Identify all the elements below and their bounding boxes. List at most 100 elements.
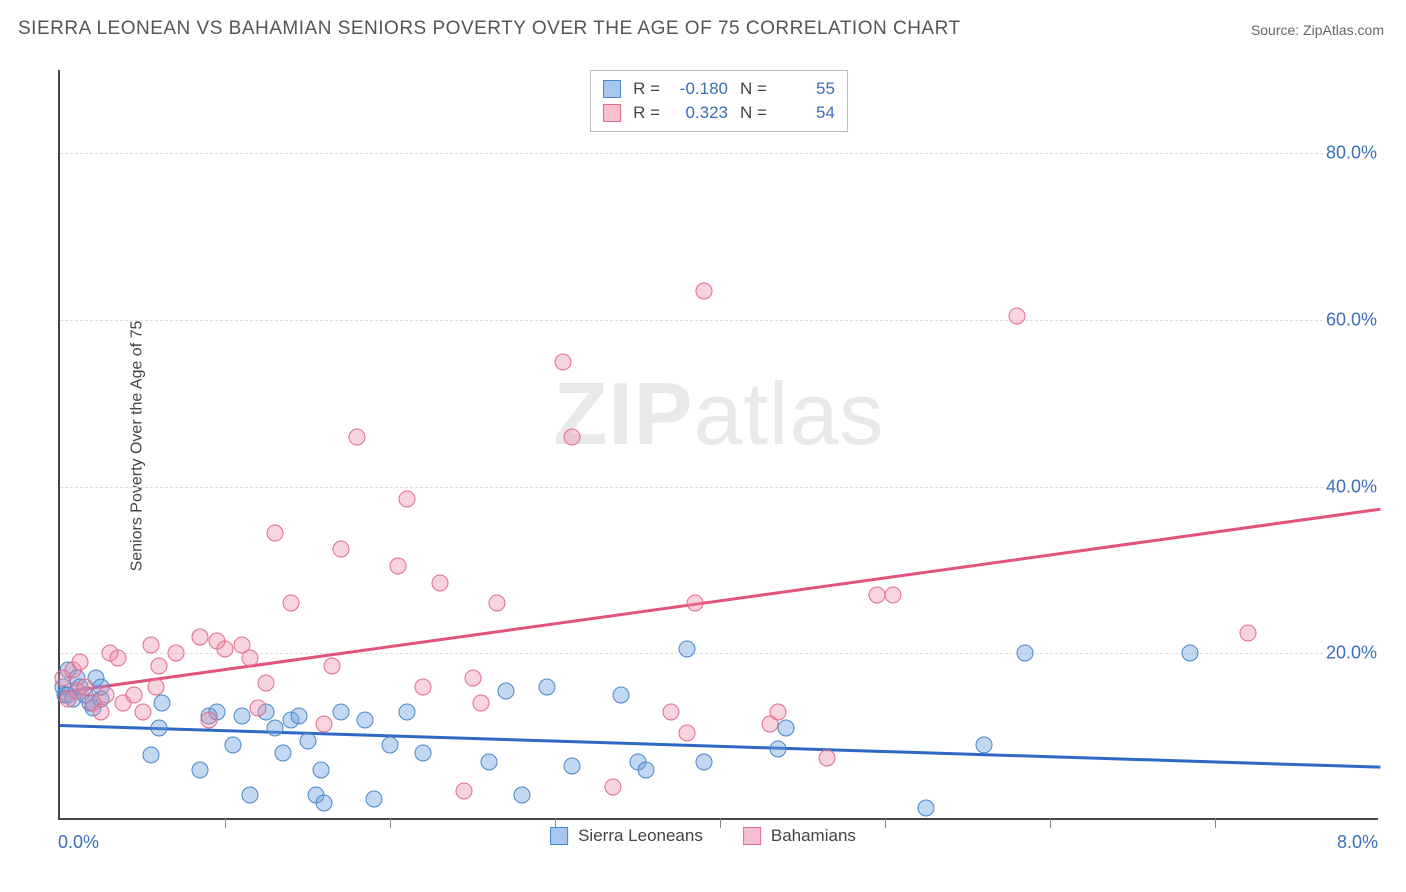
data-point (250, 699, 267, 716)
data-point (142, 637, 159, 654)
y-tick-label: 20.0% (1323, 642, 1380, 665)
data-point (76, 678, 93, 695)
data-point (217, 641, 234, 658)
data-point (431, 574, 448, 591)
data-point (126, 687, 143, 704)
watermark: ZIPatlas (554, 363, 885, 465)
data-point (489, 595, 506, 612)
data-point (274, 745, 291, 762)
data-point (109, 649, 126, 666)
swatch-icon (603, 80, 621, 98)
data-point (456, 782, 473, 799)
x-tick (225, 818, 226, 828)
swatch-icon (743, 827, 761, 845)
watermark-rest: atlas (694, 364, 885, 463)
data-point (613, 687, 630, 704)
stats-r-label: R = (633, 101, 660, 125)
data-point (93, 703, 110, 720)
data-point (868, 587, 885, 604)
data-point (472, 695, 489, 712)
stats-n-label: N = (740, 101, 767, 125)
data-point (918, 799, 935, 816)
chart-title: SIERRA LEONEAN VS BAHAMIAN SENIORS POVER… (18, 18, 961, 40)
data-point (885, 587, 902, 604)
stats-r-value: -0.180 (672, 77, 728, 101)
x-tick (1215, 818, 1216, 828)
data-point (819, 749, 836, 766)
data-point (679, 724, 696, 741)
data-point (71, 653, 88, 670)
data-point (266, 720, 283, 737)
legend-label: Bahamians (771, 826, 856, 846)
data-point (299, 732, 316, 749)
data-point (316, 795, 333, 812)
data-point (225, 737, 242, 754)
data-point (687, 595, 704, 612)
data-point (142, 747, 159, 764)
data-point (1240, 624, 1257, 641)
data-point (695, 282, 712, 299)
trend-line (60, 724, 1380, 768)
stats-n-value: 55 (779, 77, 835, 101)
data-point (778, 720, 795, 737)
data-point (538, 678, 555, 695)
data-point (151, 657, 168, 674)
data-point (464, 670, 481, 687)
data-point (1009, 307, 1026, 324)
gridline (60, 487, 1378, 488)
data-point (98, 687, 115, 704)
data-point (390, 557, 407, 574)
data-point (241, 787, 258, 804)
stats-row: R = -0.180 N = 55 (603, 77, 835, 101)
swatch-icon (550, 827, 568, 845)
data-point (398, 491, 415, 508)
data-point (312, 762, 329, 779)
data-point (258, 674, 275, 691)
data-point (266, 524, 283, 541)
data-point (241, 649, 258, 666)
y-tick-label: 80.0% (1323, 142, 1380, 165)
data-point (662, 703, 679, 720)
data-point (679, 641, 696, 658)
data-point (283, 595, 300, 612)
data-point (332, 703, 349, 720)
data-point (637, 762, 654, 779)
x-tick (885, 818, 886, 828)
x-tick (390, 818, 391, 828)
data-point (192, 628, 209, 645)
data-point (291, 707, 308, 724)
data-point (154, 695, 171, 712)
data-point (233, 707, 250, 724)
gridline (60, 153, 1378, 154)
data-point (316, 716, 333, 733)
stats-n-value: 54 (779, 101, 835, 125)
stats-r-label: R = (633, 77, 660, 101)
watermark-bold: ZIP (554, 364, 694, 463)
stats-row: R = 0.323 N = 54 (603, 101, 835, 125)
x-axis-max-label: 8.0% (1337, 832, 1378, 853)
data-point (514, 787, 531, 804)
y-tick-label: 40.0% (1323, 475, 1380, 498)
data-point (769, 741, 786, 758)
data-point (200, 712, 217, 729)
data-point (134, 703, 151, 720)
legend-item: Sierra Leoneans (550, 826, 703, 846)
data-point (769, 703, 786, 720)
swatch-icon (603, 104, 621, 122)
data-point (147, 678, 164, 695)
data-point (192, 762, 209, 779)
data-point (1182, 645, 1199, 662)
stats-n-label: N = (740, 77, 767, 101)
x-tick (1050, 818, 1051, 828)
stats-r-value: 0.323 (672, 101, 728, 125)
data-point (167, 645, 184, 662)
correlation-stats-box: R = -0.180 N = 55 R = 0.323 N = 54 (590, 70, 848, 132)
data-point (151, 720, 168, 737)
legend: Sierra Leoneans Bahamians (550, 826, 856, 846)
y-tick-label: 60.0% (1323, 309, 1380, 332)
data-point (398, 703, 415, 720)
trend-line (60, 508, 1380, 694)
data-point (563, 428, 580, 445)
data-point (695, 753, 712, 770)
data-point (497, 682, 514, 699)
